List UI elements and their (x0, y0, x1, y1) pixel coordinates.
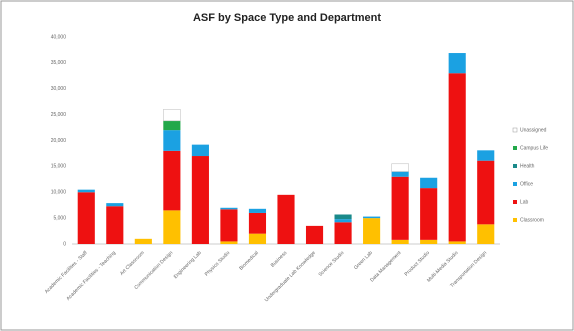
y-tick-label: 40,000 (51, 34, 67, 40)
bar-segment (391, 239, 409, 244)
bar-segment (334, 219, 352, 223)
bar-segment (334, 214, 352, 220)
y-tick-label: 25,000 (51, 112, 67, 118)
bar-segment (391, 176, 409, 240)
bar-segment (477, 160, 495, 225)
legend-label: Health (520, 163, 535, 169)
legend-swatch (513, 218, 517, 222)
bar-segment (391, 163, 409, 172)
bar-segment (106, 203, 124, 207)
bar-segment (134, 238, 152, 244)
bar-segment (420, 239, 438, 244)
bar-segment (191, 156, 209, 244)
bar-segment (248, 212, 267, 234)
legend-label: Unassigned (520, 127, 547, 133)
bar-segment (420, 188, 438, 240)
legend-label: Office (520, 181, 533, 187)
chart-title: ASF by Space Type and Department (193, 12, 381, 24)
bar-segment (220, 207, 238, 210)
bar-segment (448, 73, 466, 242)
bar-segment (191, 144, 209, 157)
legend-swatch (513, 200, 517, 204)
bar-segment (163, 120, 181, 131)
bar-segment (334, 222, 352, 244)
bar-segment (163, 130, 181, 151)
legend-swatch (513, 146, 517, 150)
y-tick-label: 10,000 (51, 190, 67, 196)
y-tick-label: 30,000 (51, 86, 67, 92)
bar-segment (163, 109, 181, 122)
bar-segment (477, 150, 495, 161)
y-tick-label: 0 (63, 241, 66, 247)
bar-segment (277, 194, 295, 244)
bar-segment (163, 210, 181, 244)
bar-segment (106, 206, 124, 244)
legend-swatch (513, 164, 517, 168)
y-tick-label: 35,000 (51, 60, 67, 66)
bar-segment (220, 209, 238, 242)
bar-segment (363, 218, 381, 244)
bar-segment (477, 224, 495, 244)
bar-segment (163, 150, 181, 211)
bar-segment (448, 241, 466, 244)
bar-segment (77, 192, 95, 244)
bar-segment (248, 233, 267, 244)
bar-segment (77, 189, 95, 193)
legend-swatch (512, 127, 518, 133)
bar-segment (305, 225, 324, 244)
bar-segment (248, 208, 267, 213)
y-tick-label: 5,000 (53, 215, 66, 221)
bar-segment (391, 171, 409, 177)
y-tick-label: 20,000 (51, 138, 67, 144)
bar-segment (363, 216, 381, 219)
legend-swatch (513, 182, 517, 186)
legend-label: Classroom (520, 217, 544, 223)
bar-segment (448, 53, 466, 74)
y-tick-label: 15,000 (51, 164, 67, 170)
legend-label: Lab (520, 199, 529, 205)
bar-segment (220, 241, 238, 244)
bar-segment (420, 177, 438, 189)
legend-label: Campus Life (520, 145, 548, 151)
